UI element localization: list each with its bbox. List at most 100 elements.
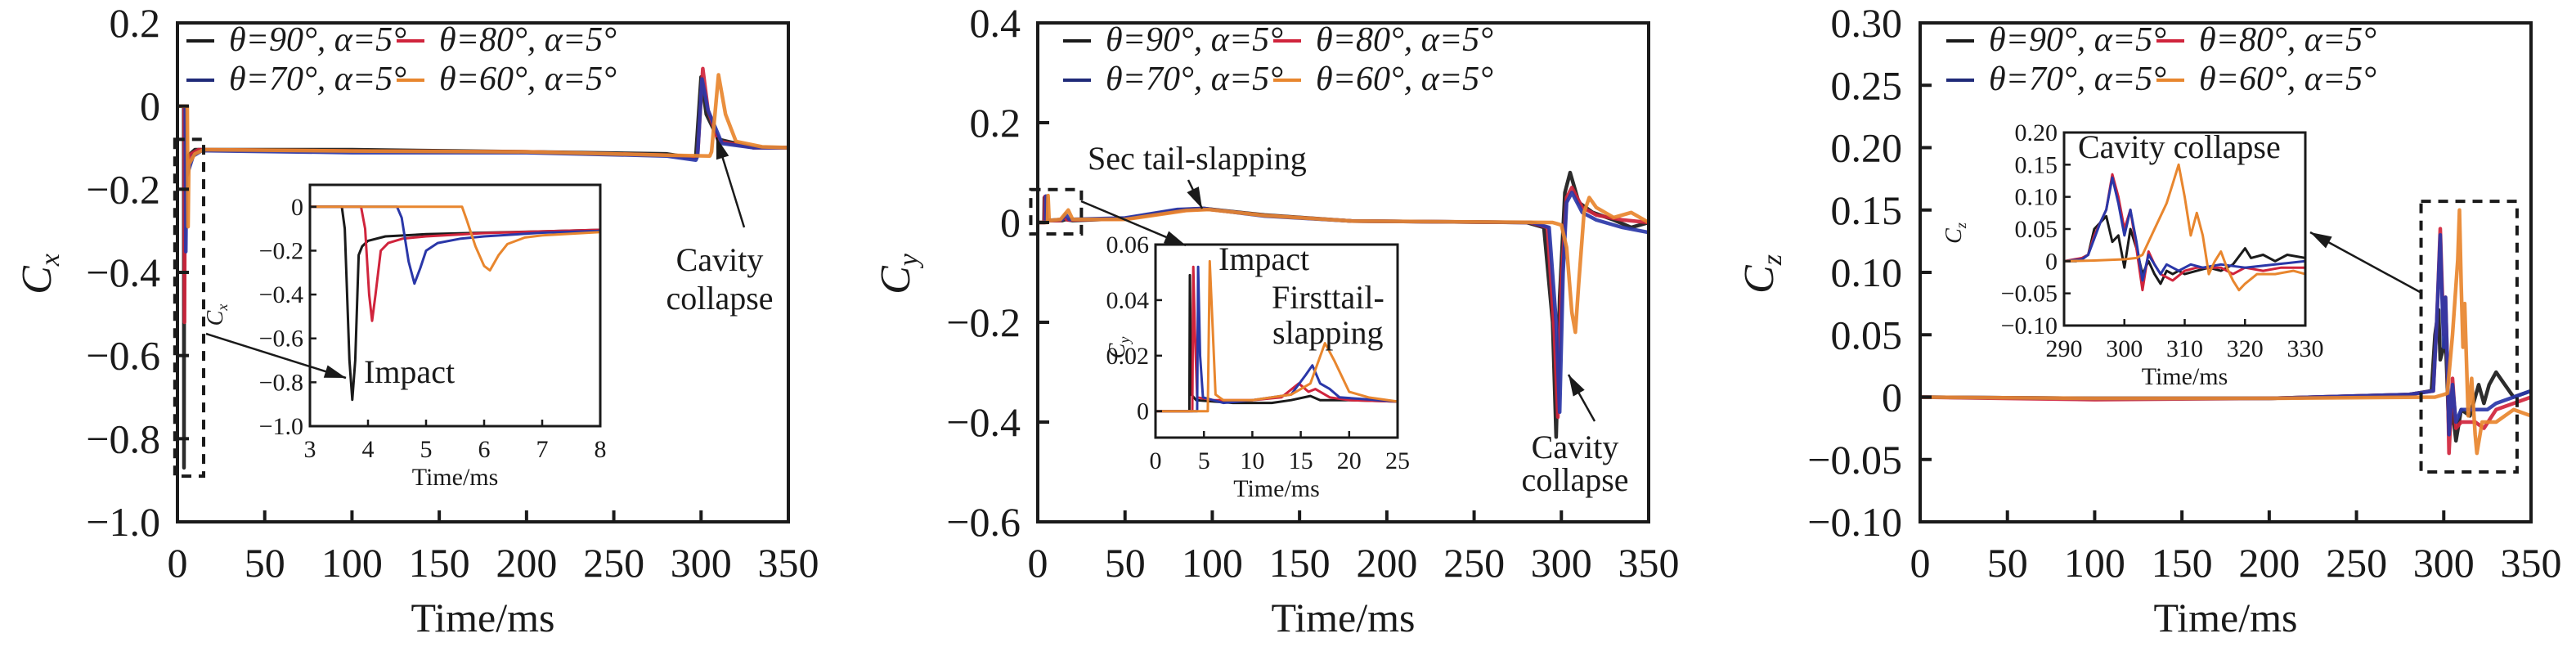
x-tick-label: 150 (2152, 540, 2213, 586)
legend-label-theta60: θ=60°, α=5° (439, 61, 617, 98)
inset-plot: 290 300 310 320 330 0.20 0.15 0.10 0.05 0 −0.05 −0.… (1941, 119, 2324, 390)
arrow-to-inset-head (2310, 232, 2332, 249)
inset-x-tick-label: 4 (362, 436, 375, 463)
legend-label-theta90: θ=90°, α=5° (1989, 21, 2166, 59)
y-tick-label: 0.10 (1831, 249, 1903, 295)
x-tick-label: 0 (1910, 540, 1931, 586)
panel-cx: 0 50 100 150 200 250 300 3500.20−0.2−0.4−0.6−0.… (14, 0, 819, 640)
inset-y-tick-label: 0.06 (1106, 231, 1150, 258)
y-axis-title: Cz (1736, 254, 1788, 294)
series-line-theta60 (1920, 208, 2531, 456)
legend-label-theta60: θ=60°, α=5° (1316, 61, 1493, 98)
zoom-region-box (2419, 200, 2519, 474)
inset-x-tick-label: 3 (304, 436, 316, 463)
inset-y-tick-label: −1.0 (259, 413, 303, 440)
x-tick-label: 100 (2064, 540, 2125, 586)
arrow-to-inset-head (1163, 231, 1186, 245)
inset-x-tick-label: 320 (2227, 335, 2264, 362)
inset-y-tick-label: 0.10 (2015, 184, 2058, 211)
x-tick-label: 150 (1269, 540, 1331, 586)
inset-x-tick-label: 7 (536, 436, 549, 463)
y-tick-label: −0.6 (86, 333, 160, 379)
y-tick-label: 0 (1882, 375, 1902, 420)
inset-x-tick-label: 15 (1289, 447, 1313, 474)
x-tick-label: 250 (2326, 540, 2387, 586)
x-axis-title: Time/ms (2153, 595, 2297, 640)
inset-series-line-theta90 (2064, 214, 2305, 285)
y-axis-title-main: C (1736, 264, 1783, 294)
inset-y-tick-label: 0.20 (2015, 119, 2058, 146)
x-tick-label: 350 (2501, 540, 2562, 586)
arrow-cavity-collapse-head (1568, 375, 1585, 397)
arrow-cavity-collapse-head (716, 137, 729, 160)
arrow-impact-head (323, 365, 346, 378)
x-tick-label: 0 (1028, 540, 1048, 586)
legend-label-theta90: θ=90°, α=5° (1106, 21, 1283, 59)
inset-y-axis-title: Cy (1105, 337, 1133, 359)
y-tick-label: 0.20 (1831, 125, 1903, 171)
y-tick-label: 0 (140, 83, 160, 129)
legend: θ=90°, α=5° θ=80°, α=5° θ=70°, α=5° θ=60°, … (1063, 21, 1493, 98)
inset-series-line-theta60 (1156, 259, 1398, 413)
x-tick-label: 250 (583, 540, 644, 586)
zoom-region-box (173, 137, 206, 479)
legend: θ=90°, α=5° θ=80°, α=5° θ=70°, α=5° θ=60°, … (1946, 21, 2376, 98)
inset-series-group (1156, 259, 1398, 413)
y-tick-label: −0.8 (86, 416, 160, 461)
x-tick-label: 0 (168, 540, 188, 586)
y-tick-label: −0.6 (946, 499, 1021, 545)
x-tick-label: 300 (1531, 540, 1592, 586)
series-line-theta60 (1038, 193, 1649, 335)
inset-series-line-theta60 (2064, 163, 2305, 292)
y-tick-label: 0.2 (110, 0, 161, 46)
annotation-impact: Impact (1218, 240, 1309, 277)
x-tick-label: 350 (1618, 540, 1680, 586)
inset-y-axis-title-subscript: z (1953, 222, 1969, 229)
inset-x-tick-label: 330 (2287, 335, 2324, 362)
y-axis-title-subscript: z (1757, 254, 1788, 266)
panel-cy: 0 50 100 150 200 250 300 3500.40.20−0.2−0.4−0.6… (873, 0, 1680, 640)
x-tick-label: 200 (496, 540, 557, 586)
inset-x-tick-label: 25 (1385, 447, 1410, 474)
plot-frame (1036, 21, 1650, 523)
x-tick-label: 350 (758, 540, 819, 586)
y-axis-title-subscript: x (35, 254, 65, 267)
inset-x-tick-label: 6 (478, 436, 491, 463)
x-tick-label: 50 (1105, 540, 1146, 586)
panel-cz: 0 50 100 150 200 250 300 350 0.30 0.25 0.20 0.15 0.1… (1736, 0, 2562, 640)
inset-plot: 3 4 5 6 7 8 0 −0.2 −0.4 −0.6 −0.8 −1.0 Time/ms Cx Impa… (203, 183, 607, 491)
y-tick-label: 0.30 (1831, 0, 1903, 46)
inset-series-line-theta70 (310, 205, 600, 285)
annotation-cavity-collapse-line2: collapse (666, 280, 773, 317)
inset-plot: 0 5 10 15 20 25 0.06 0.04 0.02 0 Time/ms Cy ImpactFi… (1105, 231, 1410, 502)
inset-series-line-theta90 (1156, 273, 1398, 413)
x-axis-title: Time/ms (411, 595, 554, 640)
y-tick-label: 0 (1000, 200, 1021, 245)
legend-label-theta80: θ=80°, α=5° (2199, 21, 2376, 59)
x-tick-label: 50 (1987, 540, 2028, 586)
annotation-sec-tail-slapping: Sec tail-slapping (1088, 140, 1307, 177)
legend-label-theta70: θ=70°, α=5° (229, 61, 406, 98)
inset-series-line-theta80 (310, 205, 600, 322)
inset-y-tick-label: 0 (2045, 248, 2058, 275)
inset-frame (1154, 243, 1399, 439)
annotation-cavity-collapse: Cavity collapse (2078, 128, 2281, 165)
y-tick-label: −0.2 (86, 166, 160, 212)
inset-x-tick-label: 0 (1150, 447, 1162, 474)
x-tick-label: 300 (2413, 540, 2475, 586)
legend-label-theta70: θ=70°, α=5° (1989, 61, 2166, 98)
y-tick-label: −1.0 (86, 499, 160, 545)
inset-y-tick-label: 0.04 (1106, 287, 1150, 314)
inset-y-axis-title-main: C (1941, 228, 1967, 244)
inset-y-axis-title: Cx (203, 304, 231, 326)
inset-y-axis-title-subscript: x (214, 304, 231, 312)
inset-x-axis-title: Time/ms (2142, 363, 2228, 390)
inset-y-tick-label: −0.8 (259, 369, 303, 396)
x-tick-label: 300 (671, 540, 732, 586)
inset-y-axis-title-subscript: y (1116, 337, 1133, 345)
y-axis-title-main: C (873, 265, 919, 294)
zoom-region-box (1029, 187, 1084, 236)
inset-y-tick-label: −0.6 (259, 326, 303, 353)
series-group (1038, 170, 1649, 439)
